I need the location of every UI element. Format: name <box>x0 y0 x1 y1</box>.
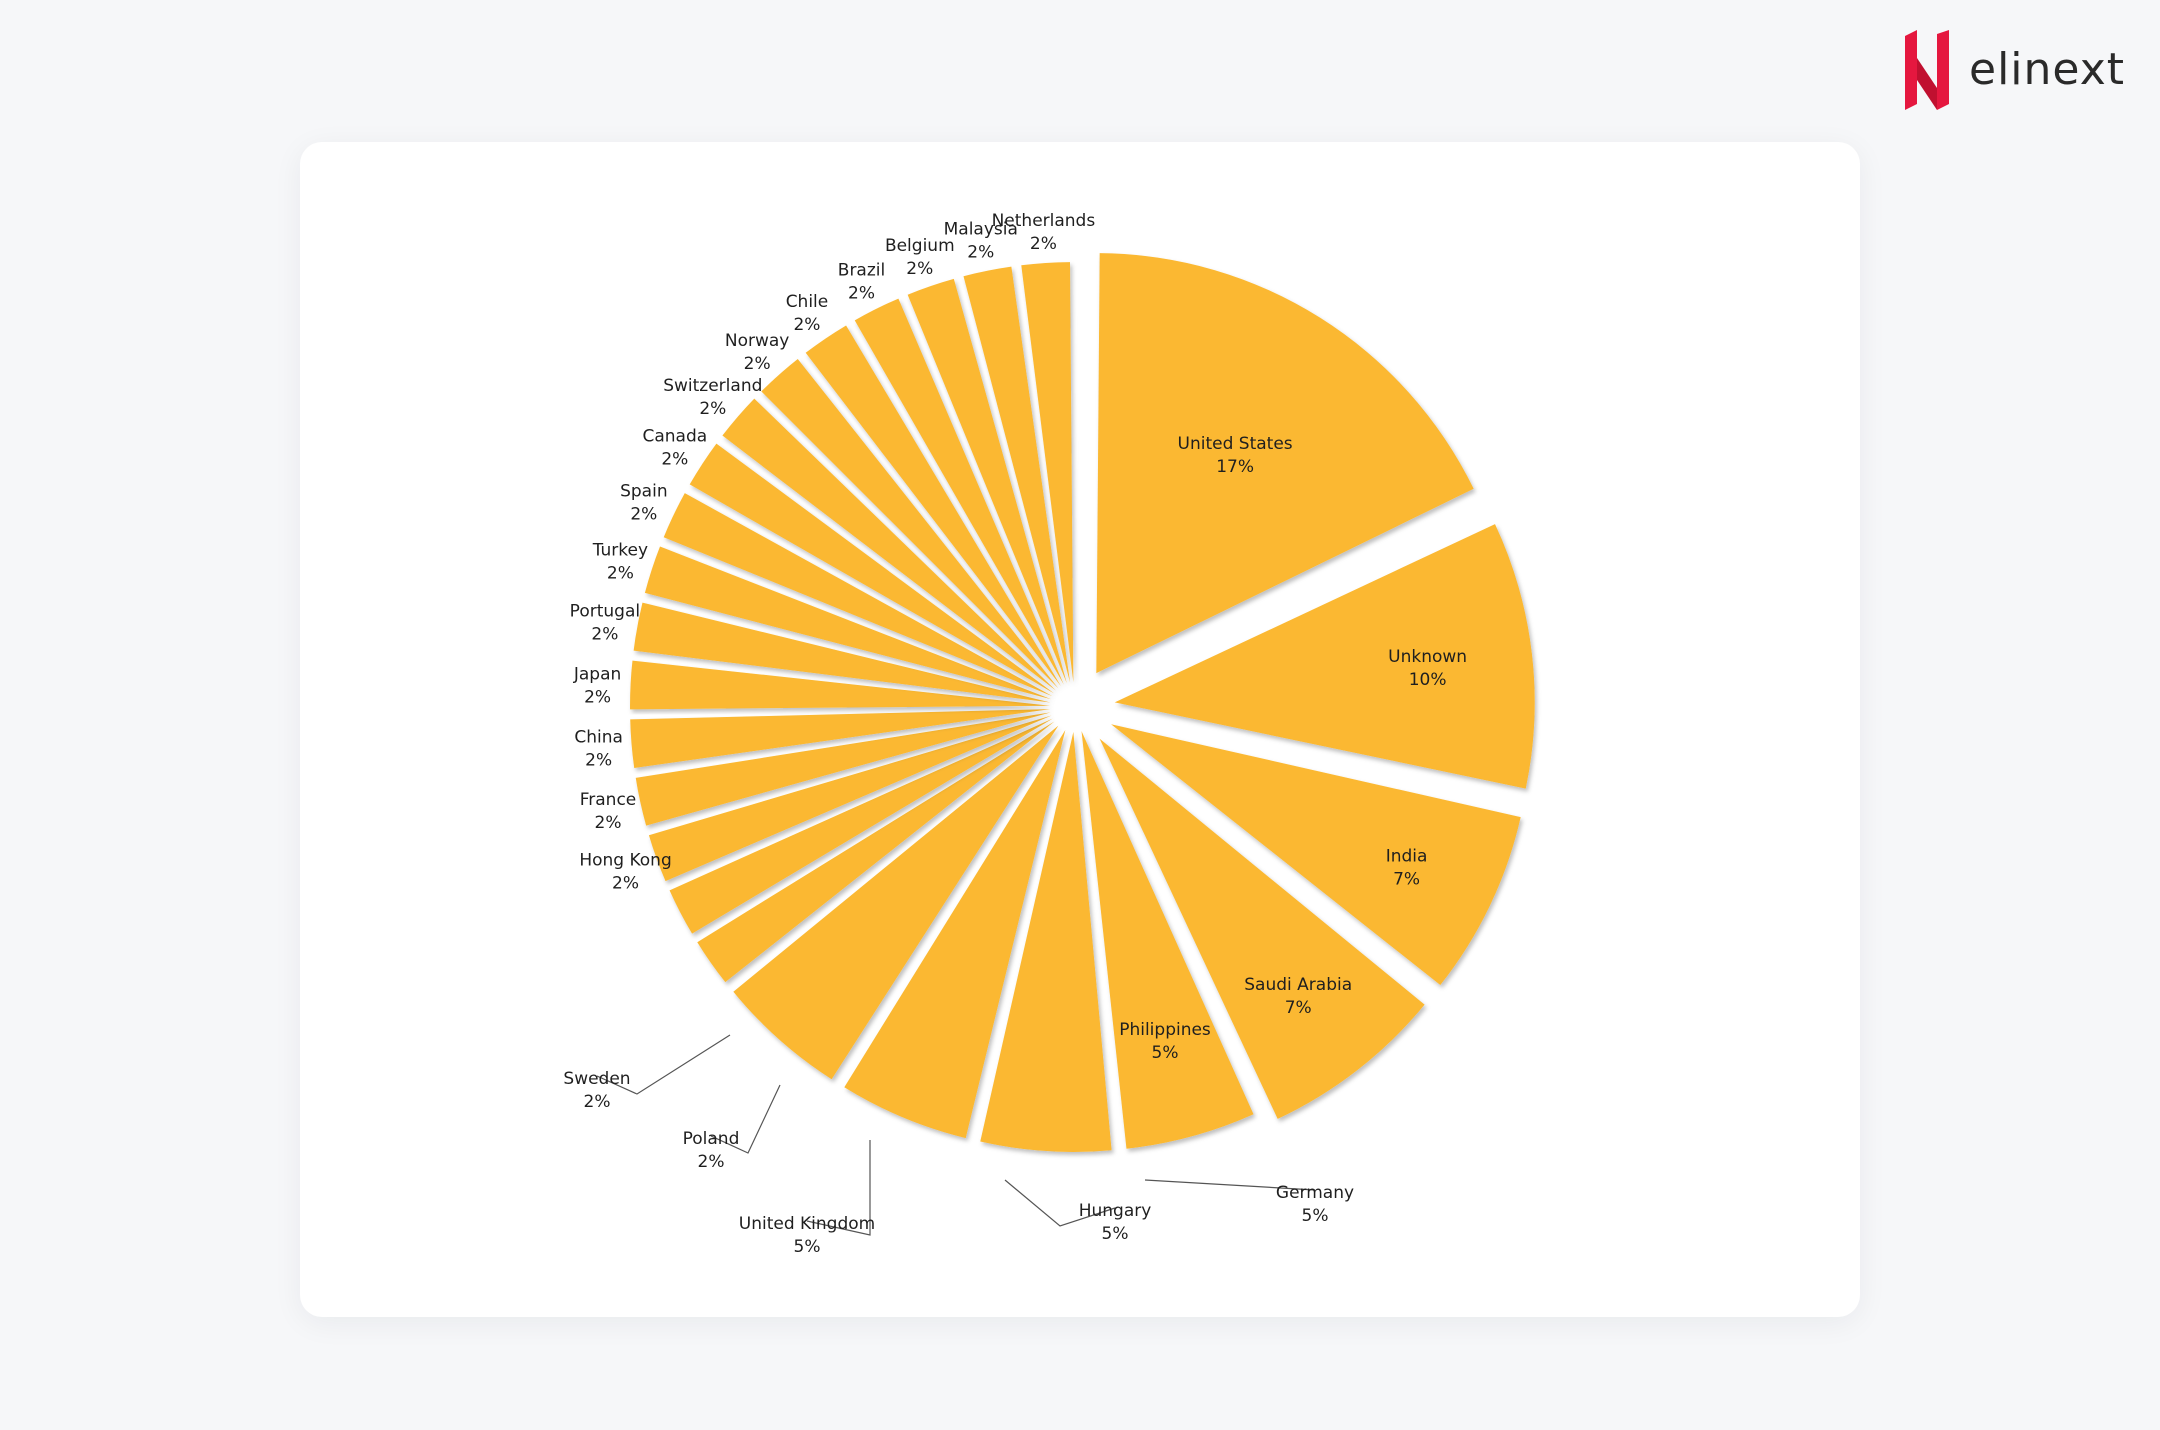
slice-label-germany: Germany <box>1276 1183 1354 1203</box>
slice-value-malaysia: 2% <box>967 242 994 262</box>
slice-label-norway: Norway <box>725 331 790 351</box>
slice-value-brazil: 2% <box>848 283 875 303</box>
elinext-logo-icon <box>1905 30 1949 110</box>
slice-label-unknown: Unknown <box>1388 647 1467 667</box>
slice-switzerland <box>722 398 1057 691</box>
slice-value-unknown: 10% <box>1409 670 1447 690</box>
slice-label-brazil: Brazil <box>838 260 885 280</box>
slice-value-canada: 2% <box>661 450 688 470</box>
slice-japan <box>630 660 1051 710</box>
slice-label-portugal: Portugal <box>570 602 640 622</box>
slice-poland <box>697 721 1055 983</box>
slice-value-belgium: 2% <box>906 259 933 279</box>
slice-value-spain: 2% <box>630 505 657 525</box>
slice-united-states <box>1096 253 1474 674</box>
slice-chile <box>805 325 1061 687</box>
slice-value-saudi-arabia: 7% <box>1285 998 1312 1018</box>
slice-value-switzerland: 2% <box>699 399 726 419</box>
slice-value-poland: 2% <box>698 1152 725 1172</box>
slice-china <box>630 709 1051 769</box>
slice-label-chile: Chile <box>786 292 829 312</box>
slice-turkey <box>644 546 1052 700</box>
brand-name: elinext <box>1969 44 2125 95</box>
slice-label-turkey: Turkey <box>592 540 648 560</box>
elinext-logo: elinext <box>1905 30 2135 110</box>
slice-label-india: India <box>1386 847 1428 867</box>
slice-spain <box>663 493 1053 697</box>
slice-value-united-states: 17% <box>1216 457 1254 477</box>
slice-label-united-kingdom: United Kingdom <box>739 1214 875 1234</box>
slice-portugal <box>633 602 1051 703</box>
leader-line-sweden <box>596 1034 731 1095</box>
slice-value-china: 2% <box>585 750 612 770</box>
slice-value-germany: 5% <box>1302 1206 1329 1226</box>
slice-label-switzerland: Switzerland <box>663 376 762 396</box>
slice-label-malaysia: Malaysia <box>944 219 1018 239</box>
slice-norway <box>761 358 1059 689</box>
slice-label-hungary: Hungary <box>1079 1201 1152 1221</box>
slice-hong-kong <box>648 715 1052 882</box>
slice-united-kingdom <box>733 725 1059 1080</box>
slice-hungary <box>844 730 1066 1139</box>
slice-netherlands <box>1021 262 1074 683</box>
slice-label-canada: Canada <box>642 427 707 447</box>
slice-label-united-states: United States <box>1178 434 1293 454</box>
slice-label-netherlands: Netherlands <box>992 211 1096 231</box>
slice-philippines <box>1081 731 1254 1149</box>
leader-line-united-kingdom <box>806 1140 871 1236</box>
slice-label-hong-kong: Hong Kong <box>579 851 671 871</box>
slice-value-norway: 2% <box>744 354 771 374</box>
slice-label-poland: Poland <box>683 1129 740 1149</box>
slice-label-sweden: Sweden <box>563 1069 630 1089</box>
slice-value-netherlands: 2% <box>1030 234 1057 254</box>
slice-label-japan: Japan <box>573 664 621 684</box>
slice-unknown <box>1114 524 1535 789</box>
slice-value-hungary: 5% <box>1102 1224 1129 1244</box>
slice-value-chile: 2% <box>793 315 820 335</box>
leader-line-hungary <box>1004 1179 1116 1227</box>
slice-brazil <box>854 298 1064 685</box>
slice-value-japan: 2% <box>584 687 611 707</box>
slice-value-philippines: 5% <box>1152 1043 1179 1063</box>
slice-value-hong-kong: 2% <box>612 874 639 894</box>
slice-value-sweden: 2% <box>584 1092 611 1112</box>
slice-label-philippines: Philippines <box>1119 1020 1211 1040</box>
slice-saudi-arabia <box>1099 738 1425 1119</box>
slice-label-spain: Spain <box>620 482 668 502</box>
slice-label-france: France <box>580 790 637 810</box>
slice-france <box>635 712 1051 826</box>
slice-value-india: 7% <box>1393 870 1420 890</box>
slice-sweden <box>669 718 1053 934</box>
slice-canada <box>689 443 1055 694</box>
leader-line-germany <box>1144 1179 1316 1191</box>
slice-label-saudi-arabia: Saudi Arabia <box>1244 975 1352 995</box>
slice-value-portugal: 2% <box>591 625 618 645</box>
slice-india <box>1111 724 1521 986</box>
slice-germany <box>980 731 1112 1152</box>
slice-malaysia <box>963 266 1071 683</box>
slice-value-france: 2% <box>595 813 622 833</box>
slice-value-turkey: 2% <box>607 563 634 583</box>
leader-line-poland <box>710 1084 781 1154</box>
slice-belgium <box>907 278 1067 684</box>
slice-label-china: China <box>574 727 623 747</box>
slice-label-belgium: Belgium <box>885 236 955 256</box>
slice-value-united-kingdom: 5% <box>794 1237 821 1257</box>
